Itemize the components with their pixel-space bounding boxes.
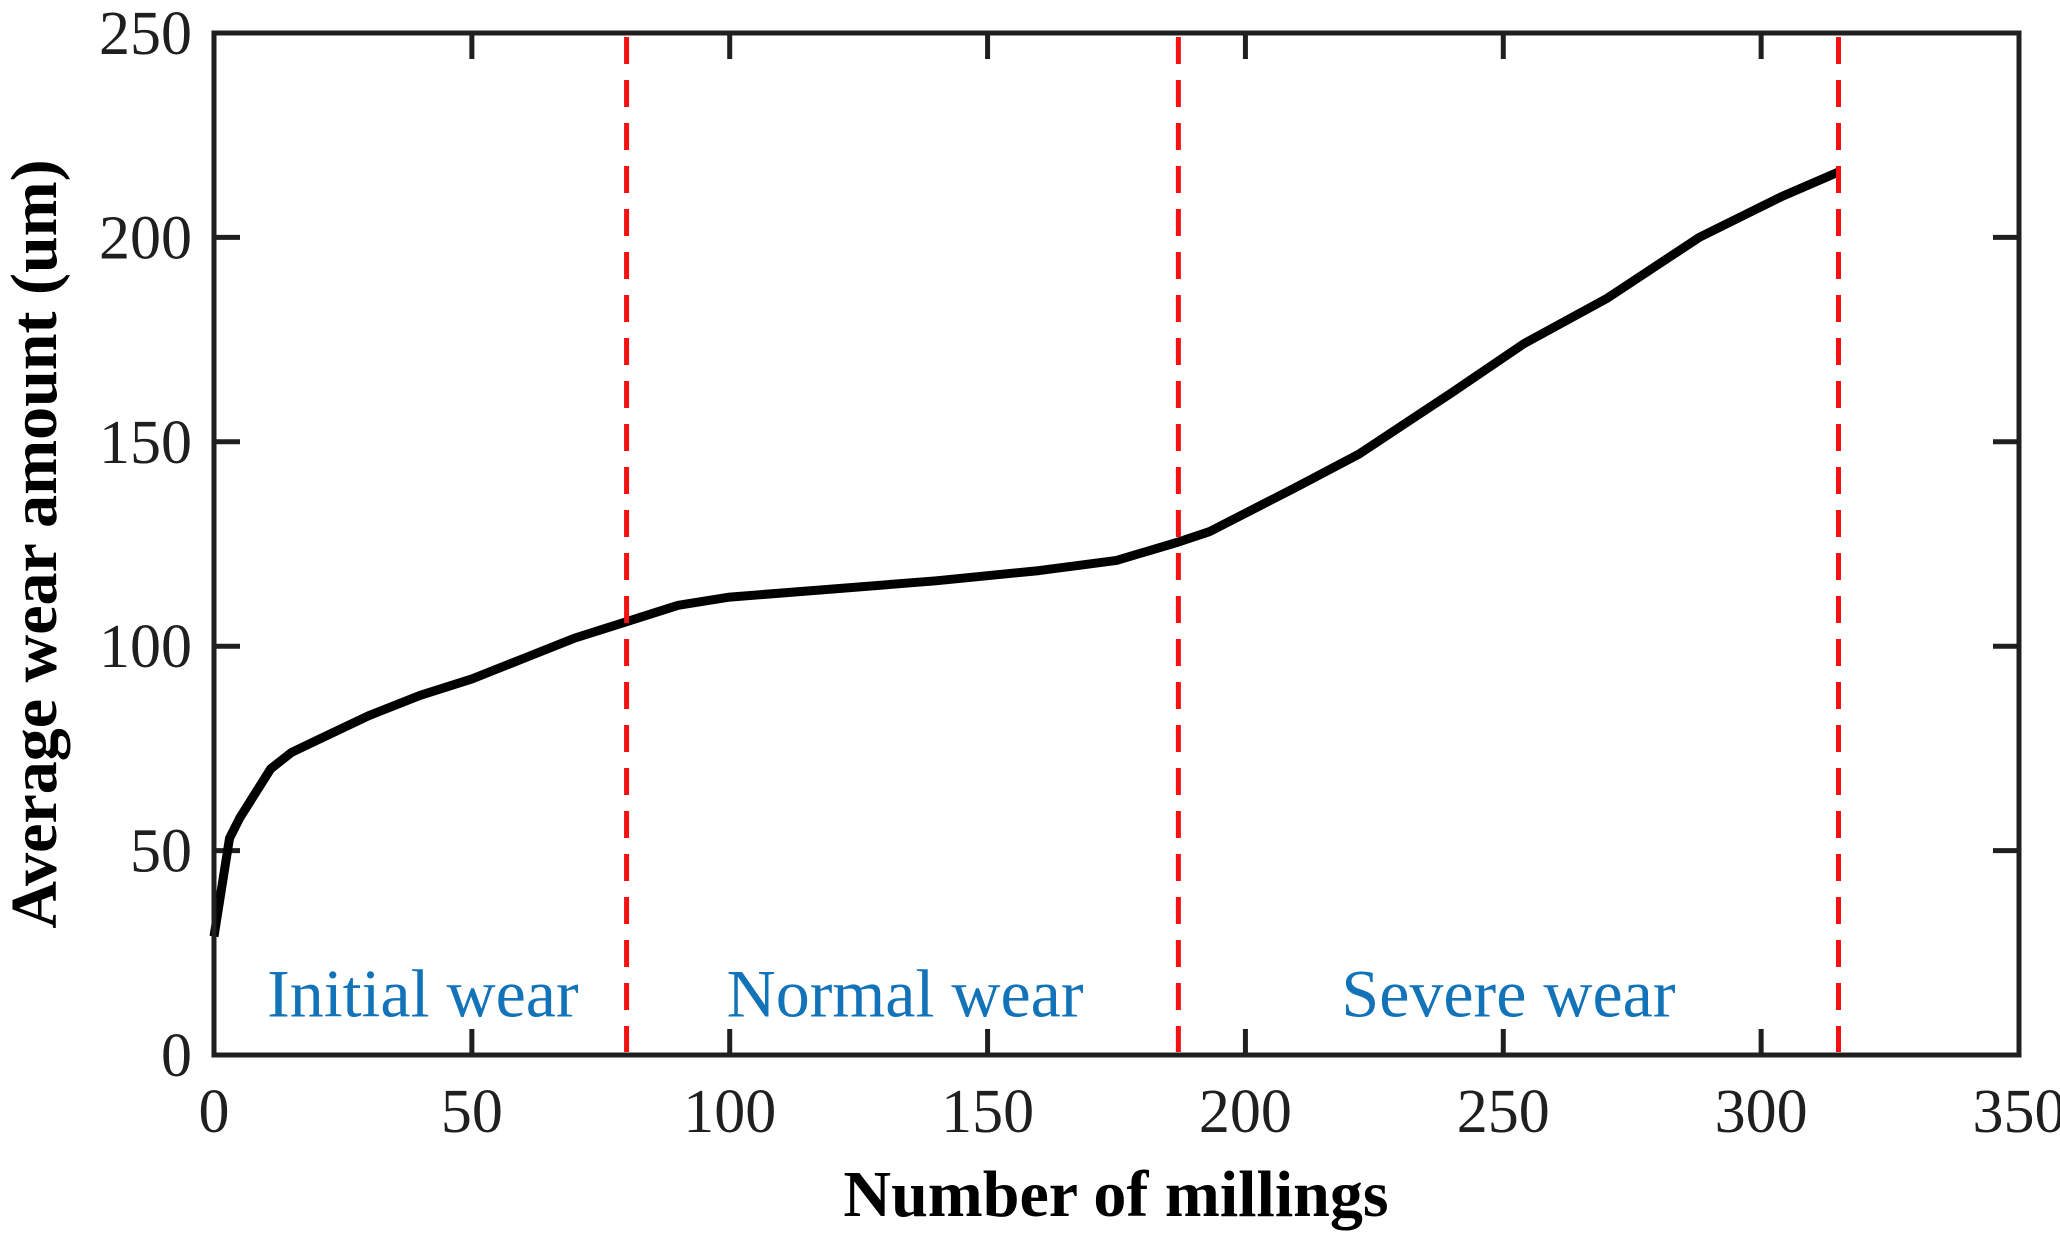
y-axis-label: Average wear amount (um) <box>0 159 71 928</box>
x-tick-label: 250 <box>1457 1078 1550 1146</box>
region-label-severe-wear: Severe wear <box>1341 956 1675 1032</box>
x-tick-label: 150 <box>941 1078 1034 1146</box>
y-tick-label: 200 <box>99 204 192 272</box>
x-axis-label: Number of millings <box>843 1158 1388 1231</box>
x-tick-label: 50 <box>441 1078 503 1146</box>
plot-area: 0 50 100 150 200 250 300 350 0 50 100 150 200 250 Init… <box>99 0 2060 1146</box>
region-label-initial-wear: Initial wear <box>267 956 579 1032</box>
x-tick-label: 300 <box>1715 1078 1808 1146</box>
axes-box <box>211 30 2022 1058</box>
y-tick-label: 150 <box>99 409 192 477</box>
y-tick-label: 100 <box>99 613 192 681</box>
x-tick-label: 350 <box>1973 1078 2060 1146</box>
wear-curve <box>209 167 1841 938</box>
region-label-normal-wear: Normal wear <box>727 956 1084 1032</box>
y-tick-label: 0 <box>161 1022 192 1090</box>
x-tick-label: 200 <box>1199 1078 1292 1146</box>
y-tick-label: 50 <box>130 818 192 886</box>
x-tick-label: 0 <box>199 1078 230 1146</box>
y-tick-label: 250 <box>99 0 192 68</box>
x-tick-label: 100 <box>683 1078 776 1146</box>
